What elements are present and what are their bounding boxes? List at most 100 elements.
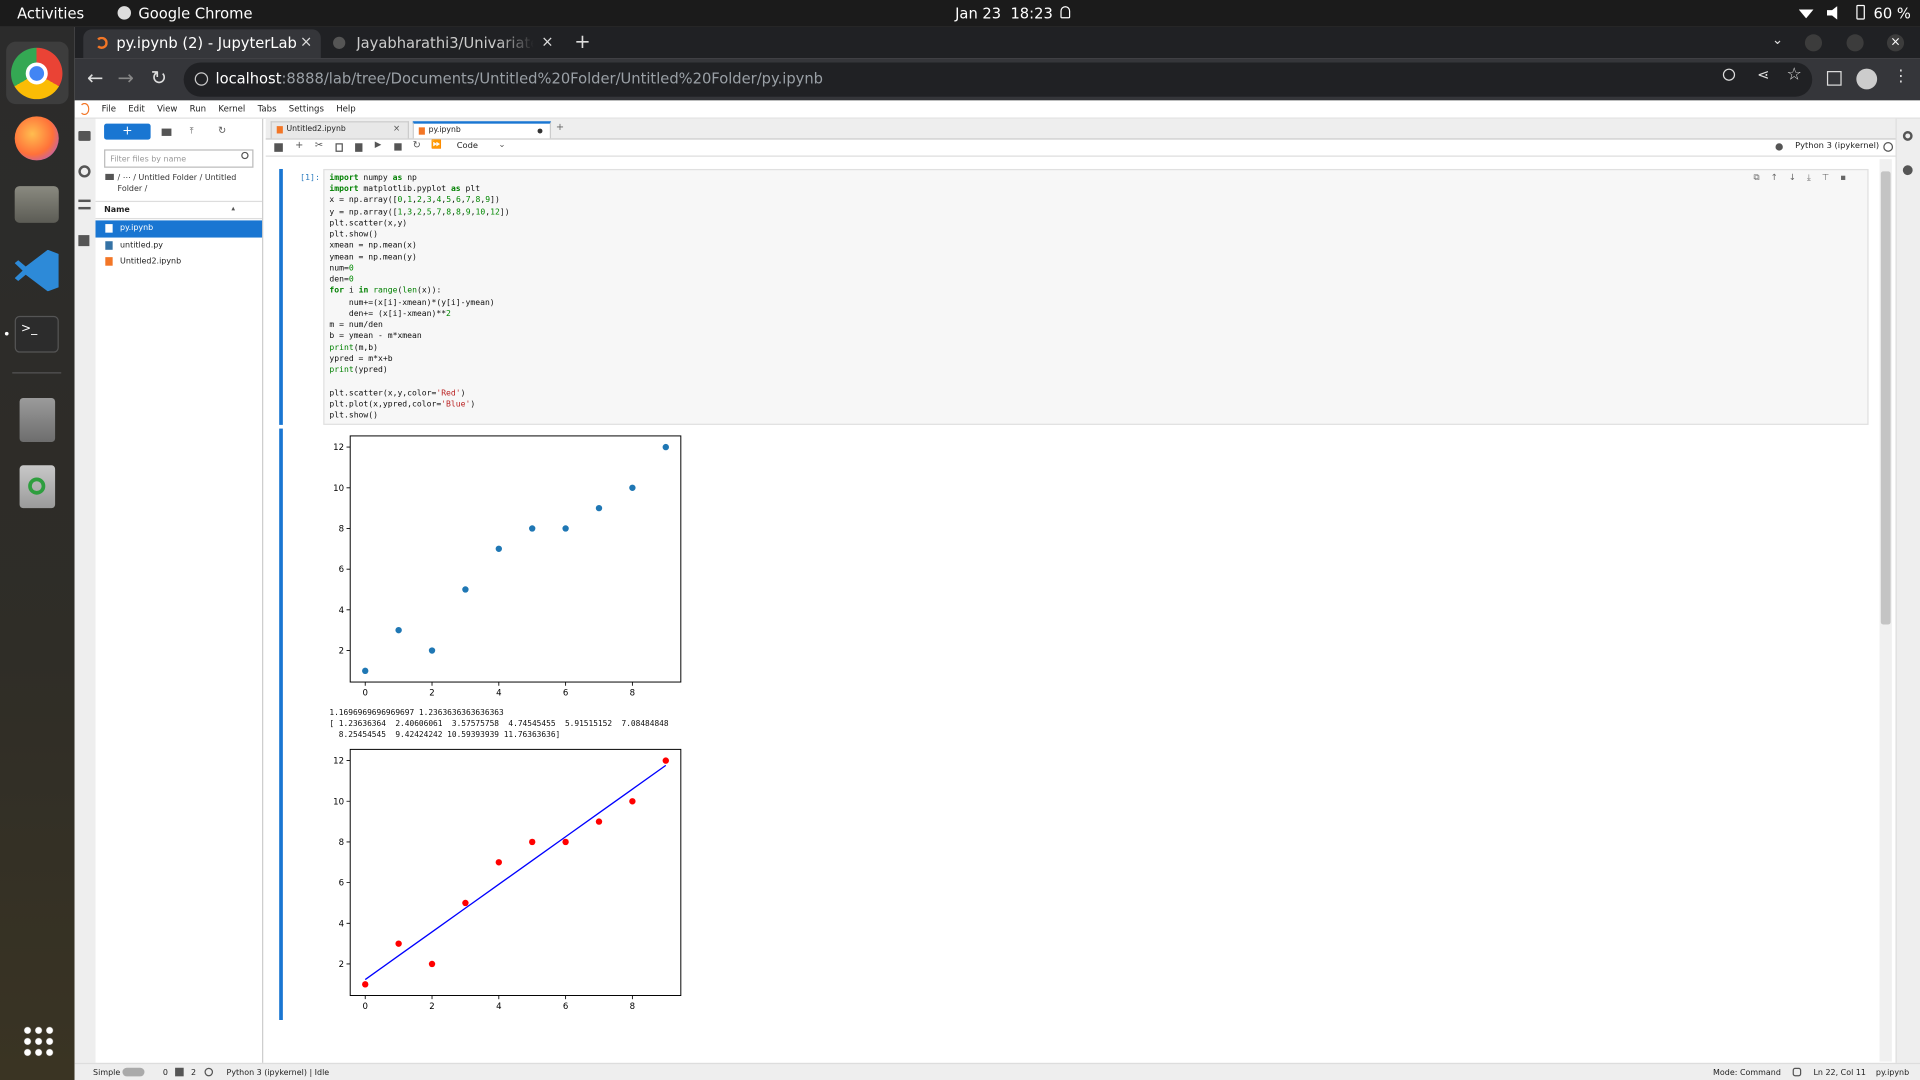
url[interactable]: localhost:8888/lab/tree/Documents/Untitl… — [216, 70, 824, 87]
reload-button[interactable]: ↻ — [150, 66, 168, 90]
restart[interactable]: ↻ — [412, 139, 421, 151]
insert-cell[interactable]: + — [295, 139, 304, 151]
tab-close[interactable]: × — [300, 33, 313, 51]
back-button[interactable]: ← — [86, 66, 104, 90]
menu-item[interactable]: Edit — [128, 104, 145, 114]
minimize[interactable] — [1804, 34, 1823, 52]
point — [629, 798, 636, 805]
kernel-name[interactable]: Python 3 (ipykernel) — [1795, 140, 1880, 151]
run[interactable]: ▶ — [374, 139, 382, 150]
tab-title[interactable]: Jayabharathi3/Univariate — [356, 34, 534, 52]
simple-mode-toggle[interactable] — [122, 1067, 145, 1077]
firefox-icon[interactable] — [14, 116, 59, 161]
vscode-icon[interactable] — [14, 249, 59, 292]
files-icon[interactable] — [14, 186, 59, 223]
menu-item[interactable]: Run — [189, 104, 207, 114]
share-icon[interactable]: ⋖ — [1757, 66, 1770, 84]
clock[interactable]: Jan 23 18:23 — [955, 4, 1053, 23]
run-all[interactable]: ⏩ — [431, 139, 442, 150]
new-launcher[interactable]: + — [104, 123, 151, 140]
forward-button[interactable]: → — [117, 66, 134, 90]
code-token: 1 — [397, 206, 403, 217]
browser-tab-active[interactable] — [83, 29, 321, 59]
battery-level[interactable]: 60 % — [1873, 4, 1911, 23]
file-name[interactable]: Untitled2.ipynb — [120, 255, 182, 266]
output-collapser[interactable] — [279, 428, 283, 1021]
code-token: 0 — [397, 195, 403, 206]
zoom-icon[interactable] — [1722, 68, 1736, 81]
add-doc-tab[interactable]: + — [555, 121, 565, 133]
close-window[interactable]: × — [1886, 34, 1905, 52]
debugger[interactable] — [1902, 165, 1913, 176]
save[interactable] — [274, 143, 283, 152]
app-name[interactable]: Google Chrome — [138, 4, 253, 23]
tab-search[interactable]: ⌄ — [1771, 31, 1784, 48]
y-tick-label: 12 — [333, 443, 344, 453]
file-name[interactable]: untitled.py — [120, 239, 164, 250]
refresh[interactable]: ↻ — [217, 124, 227, 136]
kernels-count[interactable]: 2 — [191, 1067, 197, 1078]
sort-icon[interactable]: ▴ — [231, 204, 236, 214]
menu-item[interactable]: Kernel — [218, 104, 246, 114]
unsaved-dot[interactable] — [537, 128, 543, 134]
cell-collapser[interactable] — [279, 168, 283, 425]
terminals-count[interactable]: 0 — [162, 1067, 168, 1078]
bookmark-star[interactable]: ☆ — [1786, 64, 1802, 85]
cut[interactable]: ✂ — [314, 139, 323, 151]
cell-actions[interactable]: ⧉↑↓⤓⊤▪ — [1753, 172, 1858, 183]
maximize[interactable] — [1846, 34, 1864, 52]
code-token: import — [329, 172, 359, 183]
profile[interactable] — [1856, 68, 1878, 90]
code-line: den=0 — [329, 274, 354, 285]
menu-item[interactable]: File — [101, 104, 116, 114]
property-inspector[interactable] — [1902, 131, 1913, 141]
activities[interactable]: Activities — [17, 4, 85, 23]
code-token: 2 — [416, 206, 422, 217]
breadcrumb[interactable]: / ⋯ / Untitled Folder / Untitled Folder … — [117, 172, 237, 194]
menu-item[interactable]: Tabs — [257, 104, 277, 114]
code-editor[interactable] — [323, 168, 1869, 425]
doc-tab-close[interactable]: × — [393, 123, 401, 134]
terminal-icon[interactable]: >_ — [14, 315, 59, 353]
new-tab[interactable]: + — [574, 29, 591, 53]
file-browser-icon[interactable] — [78, 131, 91, 141]
menu-item[interactable]: View — [157, 104, 178, 114]
tab-close[interactable]: × — [541, 33, 554, 51]
trash-recycle — [28, 477, 46, 495]
menu-item[interactable]: Help — [336, 104, 356, 114]
filter-box[interactable] — [104, 149, 254, 168]
file-row[interactable]: py.ipynb — [95, 220, 263, 237]
file-row[interactable]: untitled.py — [96, 237, 263, 254]
site-info[interactable] — [194, 72, 209, 86]
app-grid-icon[interactable] — [22, 1024, 54, 1057]
side-panel[interactable] — [1826, 71, 1842, 86]
menu-item[interactable]: Settings — [288, 104, 324, 114]
name-column[interactable]: Name — [104, 204, 130, 215]
scroll-thumb[interactable] — [1880, 171, 1891, 625]
file-row[interactable]: Untitled2.ipynb — [96, 253, 263, 270]
tab-title[interactable]: py.ipynb (2) - JupyterLab — [116, 34, 297, 52]
running-icon[interactable] — [78, 165, 91, 178]
doc-tab[interactable]: Untitled2.ipynb × — [270, 121, 409, 139]
drive-icon[interactable] — [19, 397, 56, 443]
copy[interactable] — [335, 143, 343, 152]
file-name[interactable]: py.ipynb — [120, 222, 154, 233]
extensions-icon[interactable] — [78, 235, 90, 247]
upload[interactable]: ⤒ — [189, 126, 194, 136]
cell-type-dropdown[interactable]: ⌄ — [498, 139, 506, 150]
cell-type[interactable]: Code — [456, 140, 479, 151]
paste[interactable] — [355, 143, 363, 152]
breadcrumb-home[interactable] — [105, 173, 114, 180]
x-tick-label: 2 — [429, 1002, 434, 1012]
toc-icon[interactable] — [78, 199, 91, 210]
omnibox[interactable] — [183, 62, 1813, 97]
doc-tab-title[interactable]: py.ipynb — [428, 126, 461, 135]
kernel-status[interactable]: Python 3 (ipykernel) | Idle — [226, 1067, 330, 1078]
cursor-position[interactable]: Ln 22, Col 11 — [1813, 1067, 1866, 1078]
notebook-toolbar: + ✂ ▶ ↻ ⏩ Code ⌄ Python 3 (ipykernel) — [265, 139, 1896, 157]
interrupt[interactable] — [394, 143, 402, 151]
doc-tab[interactable]: py.ipynb — [412, 121, 552, 139]
new-folder[interactable] — [161, 128, 172, 136]
chrome-menu[interactable]: ⋮ — [1893, 67, 1909, 86]
doc-tab-title[interactable]: Untitled2.ipynb — [286, 124, 346, 134]
